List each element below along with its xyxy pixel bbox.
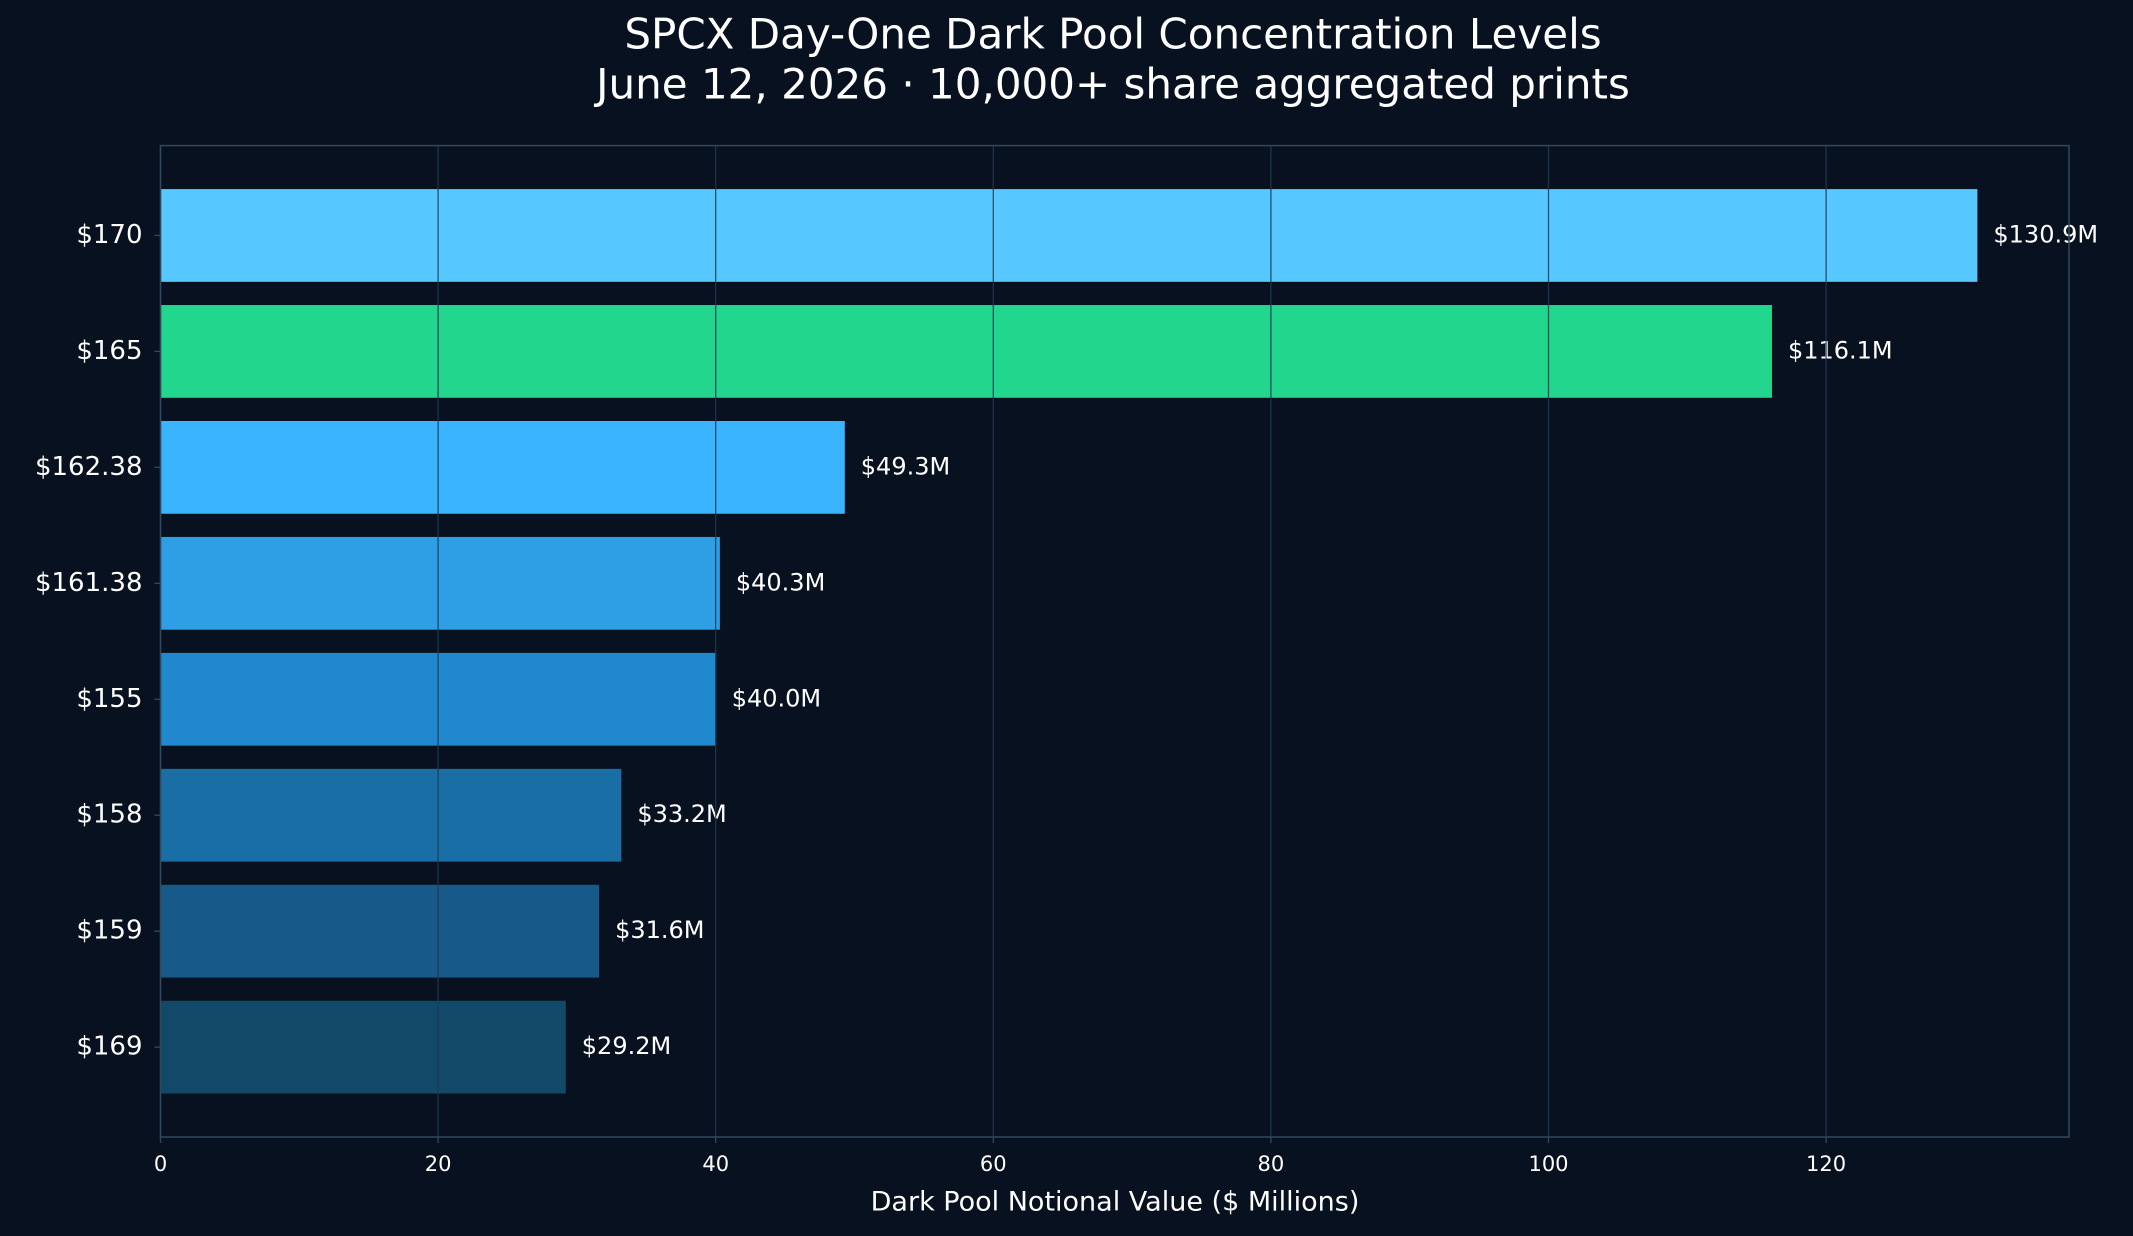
value-label: $40.3M <box>736 568 825 596</box>
x-tick-label: 60 <box>980 1152 1007 1176</box>
bar <box>160 768 622 862</box>
value-label: $33.2M <box>637 800 726 828</box>
chart-subtitle: June 12, 2026 · 10,000+ share aggregated… <box>593 60 1630 109</box>
y-tick-label: $169 <box>76 1032 142 1062</box>
x-tick-label: 120 <box>1806 1152 1846 1176</box>
value-label: $40.0M <box>732 684 821 712</box>
y-tick-label: $158 <box>76 800 142 830</box>
value-label: $130.9M <box>1993 220 2098 248</box>
x-tick-label: 80 <box>1258 1152 1285 1176</box>
value-label: $49.3M <box>861 452 950 480</box>
y-tick-label: $155 <box>76 684 142 714</box>
bar <box>160 1000 566 1094</box>
value-label: $29.2M <box>582 1032 671 1060</box>
chart-title: SPCX Day-One Dark Pool Concentration Lev… <box>624 10 1601 59</box>
bar <box>160 420 845 514</box>
bar <box>160 189 1978 282</box>
y-tick-label: $159 <box>76 916 142 946</box>
y-tick-label: $161.38 <box>35 568 143 598</box>
y-tick-label: $165 <box>76 336 142 366</box>
x-tick-label: 100 <box>1528 1152 1568 1176</box>
y-tick-label: $162.38 <box>35 452 143 482</box>
bar <box>160 884 600 978</box>
x-tick-label: 0 <box>154 1152 167 1176</box>
value-label: $31.6M <box>615 916 704 944</box>
x-tick-label: 20 <box>425 1152 452 1176</box>
y-tick-label: $170 <box>76 220 142 250</box>
x-axis-label: Dark Pool Notional Value ($ Millions) <box>871 1187 1360 1218</box>
bar <box>160 305 1772 398</box>
x-tick-label: 40 <box>702 1152 729 1176</box>
value-label: $116.1M <box>1788 336 1893 364</box>
plot-frame <box>159 144 2070 1138</box>
bar <box>160 536 720 630</box>
